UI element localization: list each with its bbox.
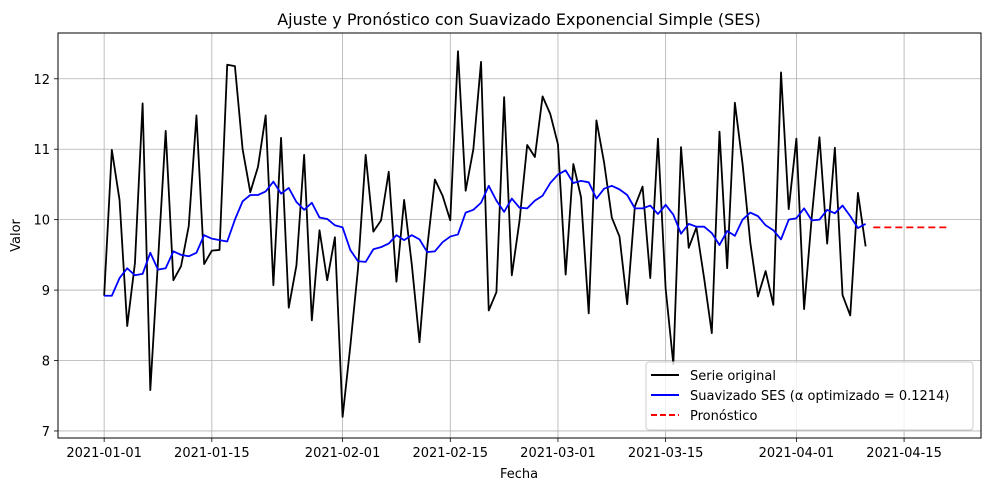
grid [58, 33, 981, 438]
y-tick-label: 11 [33, 143, 50, 158]
legend-label-ses: Suavizado SES (α optimizado = 0.1214) [690, 389, 949, 404]
y-tick-label: 7 [42, 425, 50, 440]
series-line-ses [104, 169, 867, 297]
x-tick-label: 2021-03-01 [520, 446, 596, 461]
y-tick-label: 12 [33, 73, 50, 88]
y-tick-label: 9 [42, 284, 50, 299]
y-axis-title: Valor [9, 218, 24, 251]
x-axis-title: Fecha [500, 467, 538, 482]
x-tick-label: 2021-01-15 [174, 446, 250, 461]
y-tick-label: 8 [42, 355, 50, 370]
x-tick-label: 2021-01-01 [66, 446, 142, 461]
x-tick-label: 2021-03-15 [628, 446, 704, 461]
x-tick-label: 2021-04-01 [759, 446, 835, 461]
x-tick-label: 2021-04-15 [866, 446, 942, 461]
chart-title: Ajuste y Pronóstico con Suavizado Expone… [277, 10, 761, 29]
axis-ticks: 2021-01-01 2021-01-15 2021-02-01 2021-02-15… [33, 73, 941, 461]
series-lines [103, 50, 951, 418]
series-line-original [103, 50, 867, 418]
x-tick-label: 2021-02-01 [305, 446, 381, 461]
legend-label-original: Serie original [690, 369, 776, 384]
x-tick-label: 2021-02-15 [412, 446, 488, 461]
legend-label-forecast: Pronóstico [690, 409, 757, 424]
y-tick-label: 10 [33, 214, 50, 229]
plot-area [57, 32, 982, 439]
legend-box [645, 361, 974, 431]
legend: Serie original Suavizado SES (α optimiza… [645, 361, 974, 431]
